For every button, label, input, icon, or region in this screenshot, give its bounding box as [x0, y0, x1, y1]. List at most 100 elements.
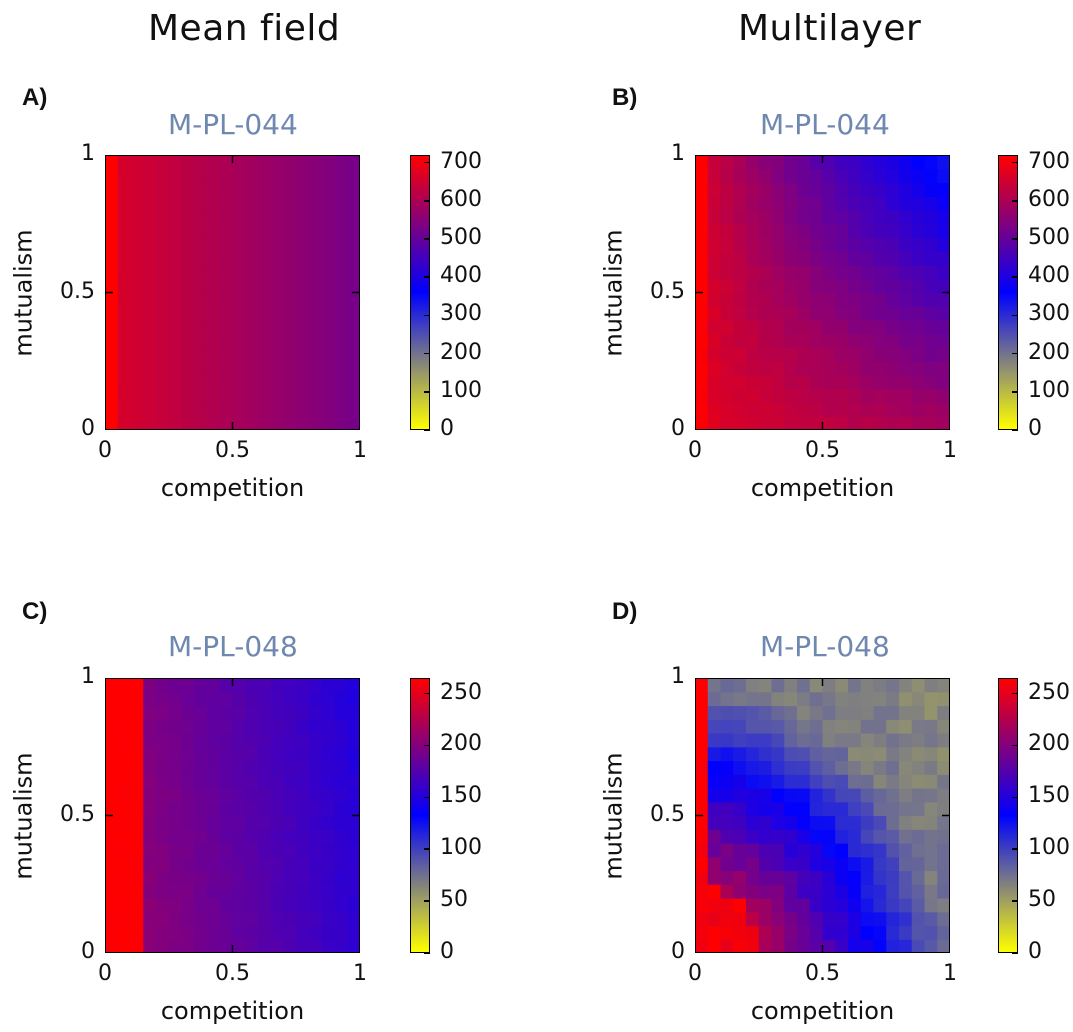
heatmap-cell: [194, 911, 208, 927]
heatmap-cell: [296, 911, 310, 927]
heatmap-cell: [270, 746, 285, 762]
y-tick-label: 0.5: [60, 801, 95, 827]
heatmap-cell: [105, 691, 119, 707]
heatmap-cell: [105, 719, 119, 734]
heatmap-cell: [143, 719, 157, 734]
heatmap-cell: [258, 856, 272, 872]
heatmap-cell: [899, 870, 913, 885]
heatmap-cell: [860, 856, 875, 872]
heatmap-cell: [283, 278, 297, 294]
heatmap-cell: [283, 333, 297, 349]
heatmap-cell: [258, 911, 272, 927]
heatmap-cell: [117, 237, 132, 252]
heatmap-cell: [232, 237, 246, 252]
heatmap-cell: [168, 705, 183, 720]
heatmap-cell: [746, 168, 760, 184]
heatmap-cell: [733, 925, 747, 940]
heatmap-cell: [758, 388, 773, 404]
heatmap-cell: [258, 320, 272, 335]
heatmap-cell: [245, 733, 259, 748]
heatmap-cell: [911, 196, 926, 211]
heatmap-cell: [207, 223, 221, 239]
heatmap-cell: [296, 678, 310, 693]
heatmap-cell: [321, 237, 336, 252]
heatmap-cell: [194, 788, 208, 803]
heatmap-cell: [860, 223, 875, 239]
heatmap-cell: [130, 333, 144, 349]
heatmap-cell: [168, 884, 183, 899]
heatmap-cell: [809, 210, 824, 225]
heatmap-cell: [347, 939, 360, 953]
heatmap-cell: [911, 168, 926, 184]
heatmap-cell: [105, 788, 119, 803]
heatmap-cell: [347, 333, 360, 349]
heatmap-cell: [143, 320, 157, 335]
heatmap-cell: [937, 333, 950, 349]
heatmap-cell: [886, 278, 900, 294]
heatmap-cell: [117, 774, 132, 789]
heatmap-cell: [321, 925, 336, 940]
heatmap-cell: [194, 746, 208, 762]
heatmap-cell: [143, 333, 157, 349]
heatmap-cell: [156, 788, 170, 803]
heatmap-cell: [117, 801, 132, 817]
y-tick-label: 1: [81, 141, 95, 166]
heatmap-cell: [746, 760, 760, 775]
heatmap-cell: [207, 196, 221, 211]
heatmap-cell: [117, 733, 132, 748]
heatmap-cell: [296, 843, 310, 858]
heatmap-cell: [232, 182, 246, 197]
heatmap-cell: [283, 375, 297, 390]
heatmap-cell: [771, 884, 785, 899]
heatmap-cell: [937, 306, 950, 321]
heatmap-cell: [758, 801, 773, 817]
colorbar-tick-mark: [1012, 429, 1018, 431]
heatmap-cell: [194, 856, 208, 872]
colorbar-tick-label: 700: [440, 148, 482, 174]
x-tick-label: 0.5: [805, 961, 840, 986]
heatmap-cell: [181, 815, 195, 830]
heatmap-svg: [695, 155, 950, 430]
heatmap-cell: [707, 815, 722, 830]
heatmap-cell: [860, 306, 875, 321]
heatmap-cell: [168, 333, 183, 349]
heatmap-cell: [695, 870, 709, 885]
heatmap-cell: [886, 402, 900, 417]
heatmap-cell: [860, 733, 875, 748]
heatmap-cell: [797, 320, 811, 335]
heatmap-cell: [245, 705, 259, 720]
heatmap-cell: [143, 815, 157, 830]
heatmap-cell: [270, 210, 285, 225]
heatmap-cell: [117, 939, 132, 953]
heatmap-cell: [797, 402, 811, 417]
heatmap-cell: [207, 320, 221, 335]
heatmap-cell: [848, 251, 862, 266]
heatmap-cell: [321, 884, 336, 899]
heatmap-cell: [156, 333, 170, 349]
heatmap-cell: [924, 884, 938, 899]
colorbar-tick-mark: [1012, 952, 1018, 954]
heatmap-cell: [707, 746, 722, 762]
heatmap-cell: [321, 746, 336, 762]
heatmap-cell: [270, 884, 285, 899]
heatmap-cell: [720, 168, 734, 184]
heatmap-cell: [194, 760, 208, 775]
heatmap-cell: [143, 292, 157, 307]
heatmap-cell: [258, 196, 272, 211]
heatmap-cell: [937, 678, 950, 693]
heatmap-cell: [207, 333, 221, 349]
heatmap-cell: [283, 388, 297, 404]
heatmap-cell: [797, 870, 811, 885]
heatmap-cell: [860, 760, 875, 775]
heatmap-cell: [245, 292, 259, 307]
heatmap-cell: [283, 416, 297, 430]
heatmap-cell: [156, 375, 170, 390]
heatmap-cell: [758, 361, 773, 376]
heatmap-cell: [245, 829, 259, 844]
heatmap-cell: [207, 856, 221, 872]
heatmap-cell: [707, 168, 722, 184]
heatmap-cell: [245, 237, 259, 252]
heatmap-cell: [219, 774, 234, 789]
heatmap-cell: [924, 265, 938, 280]
heatmap-cell: [117, 292, 132, 307]
